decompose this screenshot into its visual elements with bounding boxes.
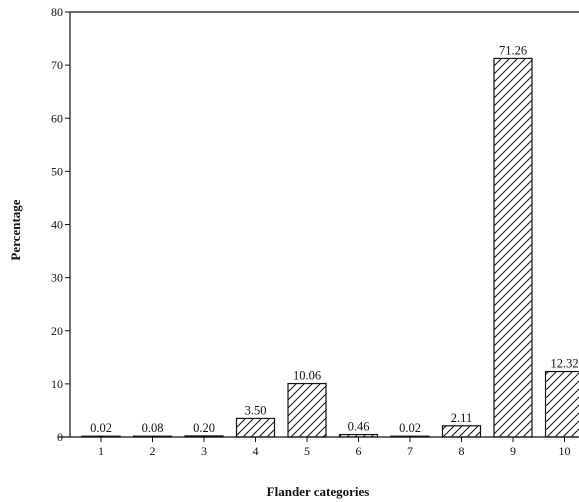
bar-3 (184, 435, 224, 438)
data-label: 0.20 (193, 421, 215, 435)
x-tick-label: 6 (356, 444, 362, 458)
y-tick-label: 70 (51, 58, 63, 72)
x-tick-label: 10 (559, 444, 571, 458)
bar-2 (132, 435, 173, 438)
y-axis-label: Percentage (8, 199, 23, 260)
data-label: 0.02 (90, 421, 112, 435)
bar-8 (441, 425, 482, 438)
x-tick-label: 2 (150, 444, 156, 458)
data-label: 71.26 (499, 43, 527, 57)
y-tick-label: 80 (51, 5, 63, 19)
data-label: 0.02 (399, 421, 421, 435)
y-tick-label: 40 (51, 218, 63, 232)
y-tick-label: 60 (51, 111, 63, 125)
data-label: 2.11 (451, 411, 472, 425)
y-tick-label: 50 (51, 164, 63, 178)
x-tick-label: 5 (304, 444, 310, 458)
data-label: 3.50 (245, 403, 267, 417)
bar-10 (544, 370, 579, 438)
bar-7 (390, 435, 430, 438)
x-tick-label: 8 (459, 444, 465, 458)
y-tick-label: 20 (51, 324, 63, 338)
y-tick-label: 0 (57, 430, 63, 444)
bar-4 (235, 417, 276, 438)
x-tick-label: 7 (407, 444, 413, 458)
bar-5 (287, 382, 327, 438)
x-tick-label: 4 (253, 444, 259, 458)
data-label: 10.06 (293, 369, 321, 383)
y-tick-label: 10 (51, 377, 63, 391)
bar-1 (81, 435, 121, 438)
x-tick-label: 3 (201, 444, 207, 458)
data-label: 0.08 (142, 421, 164, 435)
data-label: 0.46 (348, 420, 370, 434)
x-tick-label: 9 (510, 444, 516, 458)
bar-9 (493, 57, 533, 438)
x-tick-label: 1 (98, 444, 104, 458)
y-tick-label: 30 (51, 271, 63, 285)
data-label: 12.32 (550, 357, 578, 371)
bar-6 (338, 433, 379, 438)
x-axis-label: Flander categories (267, 484, 370, 499)
